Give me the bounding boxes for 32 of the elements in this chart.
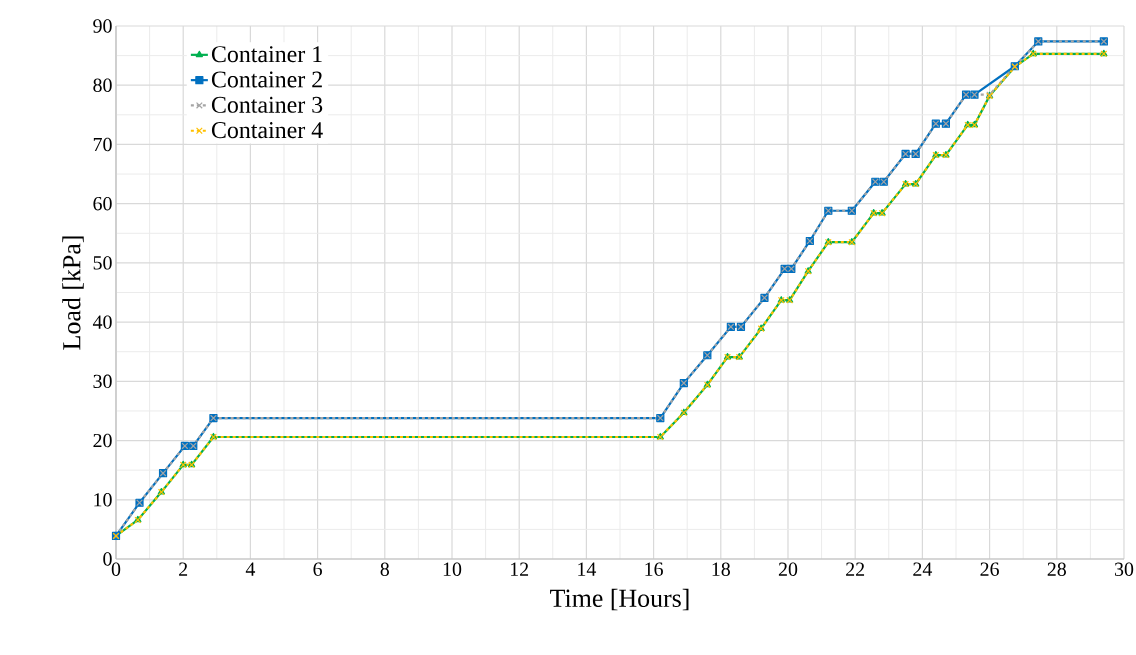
y-tick-label: 0 — [103, 552, 112, 566]
y-tick-label: 50 — [93, 256, 112, 270]
y-tick-label: 20 — [93, 433, 112, 448]
x-tick-label: 10 — [443, 562, 462, 576]
x-tick-label: 14 — [578, 562, 597, 576]
y-tick-label: 70 — [93, 137, 112, 152]
legend-label: Container 2 — [211, 71, 322, 88]
x-tick-label: 0 — [111, 562, 121, 576]
x-tick-label: 4 — [245, 562, 256, 576]
y-tick-label: 30 — [93, 374, 112, 389]
y-tick-label: 90 — [93, 19, 112, 33]
legend-label: Container 1 — [211, 46, 322, 63]
x-tick-label: 16 — [645, 562, 663, 576]
x-tick-label: 6 — [313, 562, 322, 576]
y-tick-label: 60 — [93, 196, 112, 211]
x-tick-label: 18 — [712, 562, 730, 576]
x-tick-label: 20 — [778, 562, 798, 576]
y-tick-label: 10 — [94, 493, 112, 507]
x-tick-label: 22 — [846, 562, 865, 576]
y-tick-label: 40 — [92, 315, 112, 329]
x-axis-title: Time [Hours] — [550, 588, 689, 611]
y-tick-label: 80 — [93, 78, 112, 92]
x-tick-label: 8 — [380, 562, 390, 576]
y-axis-title: Load [kPa] — [62, 236, 84, 350]
x-tick-label: 2 — [179, 562, 188, 576]
x-tick-label: 24 — [913, 562, 933, 576]
x-tick-label: 28 — [1047, 562, 1066, 576]
legend-label: Container 4 — [211, 122, 323, 139]
x-tick-label: 30 — [1114, 562, 1134, 576]
legend-label: Container 3 — [211, 96, 323, 113]
x-tick-label: 12 — [510, 562, 529, 576]
x-tick-label: 26 — [980, 562, 999, 576]
